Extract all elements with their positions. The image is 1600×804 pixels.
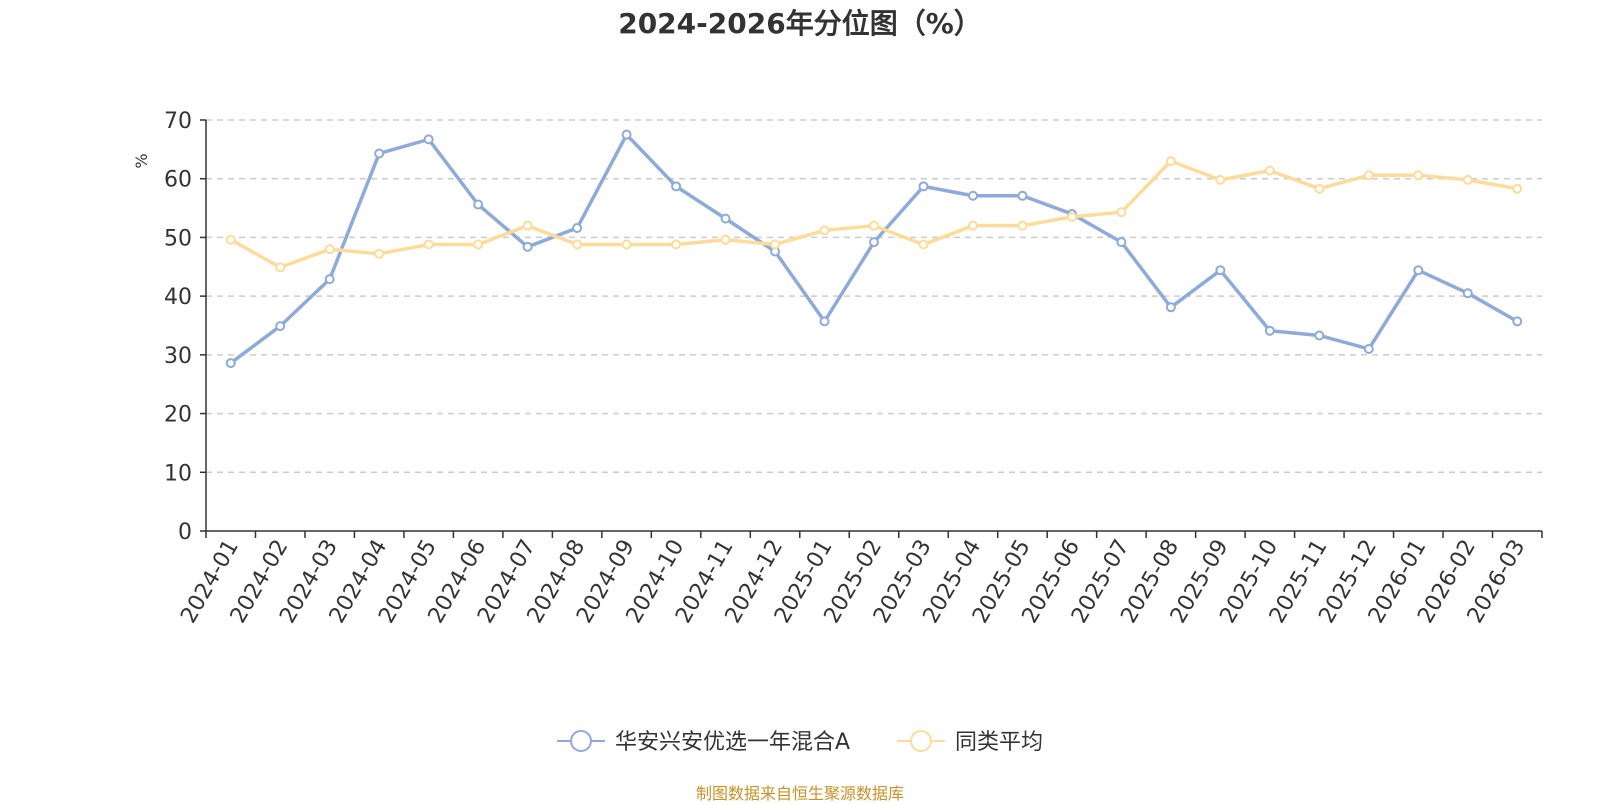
data-point[interactable] (1314, 183, 1325, 194)
data-point[interactable] (819, 316, 830, 327)
y-axis: 0 10 20 30 40 50 60 70 (164, 109, 207, 545)
y-tick-label: 10 (164, 461, 192, 486)
data-point[interactable] (1413, 170, 1424, 181)
data-source-note: 制图数据来自恒生聚源数据库 (695, 784, 904, 803)
data-point[interactable] (1264, 325, 1275, 336)
data-point[interactable] (621, 129, 632, 140)
data-point[interactable] (423, 134, 434, 145)
data-point[interactable] (918, 181, 929, 192)
data-point[interactable] (1512, 183, 1523, 194)
data-point[interactable] (967, 190, 978, 201)
legend-marker-icon (570, 730, 592, 752)
data-point[interactable] (1363, 170, 1374, 181)
data-point[interactable] (1165, 302, 1176, 313)
data-point[interactable] (1462, 174, 1473, 185)
data-point[interactable] (1363, 343, 1374, 354)
data-point[interactable] (1165, 156, 1176, 167)
y-tick-label: 70 (164, 109, 192, 134)
series-line (229, 159, 1518, 270)
data-point[interactable] (572, 239, 583, 250)
data-point[interactable] (275, 321, 286, 332)
data-point[interactable] (1215, 265, 1226, 276)
data-point[interactable] (621, 239, 632, 250)
data-point[interactable] (423, 239, 434, 250)
data-point[interactable] (522, 220, 533, 231)
data-point[interactable] (374, 148, 385, 159)
data-point[interactable] (671, 181, 682, 192)
y-tick-label: 30 (164, 344, 192, 369)
y-tick-label: 50 (164, 226, 192, 251)
legend-item-1[interactable]: 同类平均 (897, 730, 1043, 755)
data-point[interactable] (1512, 316, 1523, 327)
data-point[interactable] (522, 241, 533, 252)
data-point[interactable] (275, 262, 286, 273)
data-point[interactable] (473, 239, 484, 250)
series-group (225, 129, 1523, 369)
data-point[interactable] (1314, 330, 1325, 341)
series-0 (225, 129, 1523, 369)
data-point[interactable] (1017, 190, 1028, 201)
data-point[interactable] (1413, 265, 1424, 276)
data-point[interactable] (967, 220, 978, 231)
legend-label: 同类平均 (955, 730, 1043, 755)
data-point[interactable] (671, 239, 682, 250)
legend[interactable]: 华安兴安优选一年混合A 同类平均 (557, 730, 1043, 755)
data-point[interactable] (473, 199, 484, 210)
data-point[interactable] (770, 239, 781, 250)
data-point[interactable] (1264, 165, 1275, 176)
grid-lines (206, 119, 1542, 474)
data-point[interactable] (572, 223, 583, 234)
series-1 (225, 156, 1523, 273)
legend-label: 华安兴安优选一年混合A (615, 730, 850, 755)
data-point[interactable] (819, 225, 830, 236)
data-point[interactable] (918, 239, 929, 250)
data-point[interactable] (225, 358, 236, 369)
legend-marker-icon (910, 730, 932, 752)
data-point[interactable] (720, 234, 731, 245)
data-point[interactable] (1066, 211, 1077, 222)
data-point[interactable] (1462, 288, 1473, 299)
data-point[interactable] (225, 234, 236, 245)
data-point[interactable] (324, 244, 335, 255)
y-axis-label: % (132, 153, 151, 168)
data-point[interactable] (869, 237, 879, 248)
legend-item-0[interactable]: 华安兴安优选一年混合A (557, 730, 850, 755)
y-tick-label: 0 (178, 520, 192, 545)
data-point[interactable] (1116, 237, 1127, 248)
data-point[interactable] (324, 274, 335, 285)
chart-title: 2024-2026年分位图（%） (618, 7, 982, 40)
y-tick-label: 60 (164, 168, 192, 193)
data-point[interactable] (869, 220, 879, 231)
y-tick-label: 20 (164, 403, 192, 428)
x-axis: 2024-012024-022024-032024-042024-052024-… (176, 530, 1543, 628)
series-line (229, 132, 1519, 365)
data-point[interactable] (1215, 174, 1226, 185)
data-point[interactable] (720, 213, 731, 224)
data-point[interactable] (1116, 207, 1127, 218)
data-point[interactable] (374, 248, 385, 259)
y-tick-label: 40 (164, 285, 192, 310)
data-point[interactable] (1017, 220, 1028, 231)
